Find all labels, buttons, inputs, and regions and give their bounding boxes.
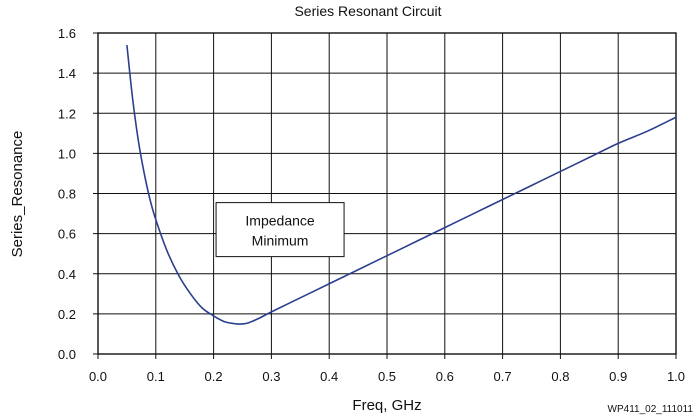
x-tick-label: 0.0 <box>89 369 107 384</box>
series-line-series-resonance <box>126 44 677 325</box>
y-tick-label: 1.4 <box>58 66 76 81</box>
annotation-text: Minimum <box>252 233 309 249</box>
chart-title: Series Resonant Circuit <box>294 3 441 19</box>
x-tick-label: 0.7 <box>494 369 512 384</box>
annotation-layer: Impedance Minimum <box>215 202 345 258</box>
x-tick-label: 0.9 <box>609 369 627 384</box>
annotation-text: Impedance <box>245 213 314 229</box>
x-tick-label: 0.8 <box>551 369 569 384</box>
y-axis-label: Series_Resonance <box>9 131 26 258</box>
grid <box>98 33 676 354</box>
y-tick-label: 0.0 <box>58 347 76 362</box>
x-tick-label: 0.5 <box>378 369 396 384</box>
x-tick-label: 1.0 <box>667 369 685 384</box>
x-tick-label: 0.6 <box>436 369 454 384</box>
x-axis: 0.0 0.1 0.2 0.3 0.4 0.5 0.6 0.7 0.8 0.9 1.0 <box>89 354 685 384</box>
y-tick-label: 0.2 <box>58 307 76 322</box>
y-axis: 0.0 0.2 0.4 0.6 0.8 1.0 1.2 1.4 1.6 <box>58 26 98 362</box>
y-tick-label: 0.8 <box>58 187 76 202</box>
y-tick-label: 1.6 <box>58 26 76 41</box>
x-tick-label: 0.1 <box>147 369 165 384</box>
y-tick-label: 1.2 <box>58 106 76 121</box>
series-layer <box>126 44 677 325</box>
y-tick-label: 0.6 <box>58 227 76 242</box>
x-tick-label: 0.2 <box>205 369 223 384</box>
y-tick-label: 0.4 <box>58 267 76 282</box>
annotation-box <box>215 202 345 258</box>
x-axis-label: Freq, GHz <box>352 397 421 414</box>
figure-id: WP411_02_111011 <box>608 404 694 415</box>
y-tick-label: 1.0 <box>58 146 76 161</box>
x-tick-label: 0.4 <box>320 369 338 384</box>
x-tick-label: 0.3 <box>262 369 280 384</box>
